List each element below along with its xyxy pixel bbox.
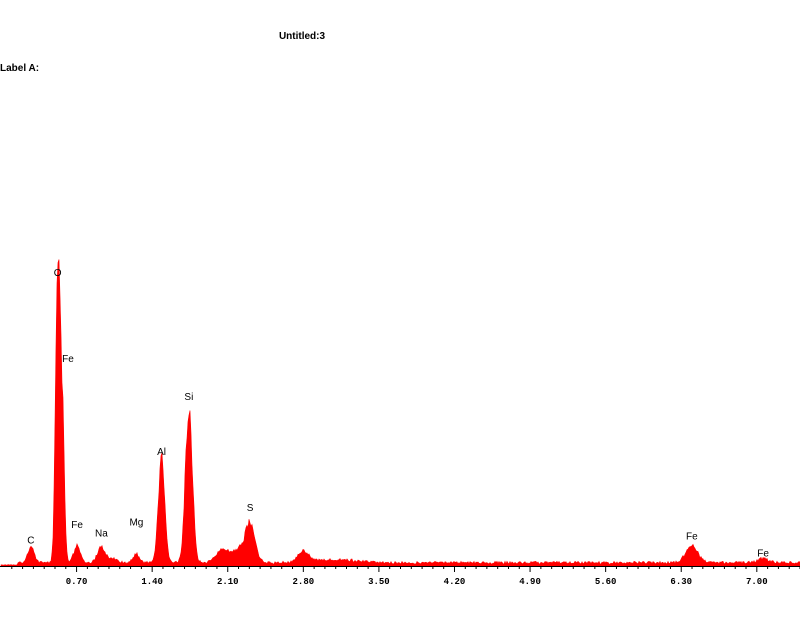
x-tick-label: 2.10 — [217, 577, 239, 587]
spectrum-area — [0, 259, 800, 567]
peak-label: C — [27, 536, 34, 547]
peak-label: Si — [184, 392, 193, 403]
peak-label: Fe — [62, 354, 74, 365]
chart-title: Untitled:3 — [278, 31, 326, 42]
peak-label: Fe — [686, 531, 698, 542]
x-tick-label: 4.90 — [519, 577, 541, 587]
peak-label: Al — [157, 447, 166, 458]
x-tick-label: 3.50 — [368, 577, 390, 587]
x-tick-label: 1.40 — [141, 577, 163, 587]
peak-label: Mg — [129, 517, 143, 528]
x-tick-label: 4.20 — [444, 577, 466, 587]
x-tick-label: 2.80 — [293, 577, 315, 587]
x-tick-label: 6.30 — [670, 577, 692, 587]
peak-label: Fe — [757, 548, 769, 559]
x-tick-label: 5.60 — [595, 577, 617, 587]
peak-label: S — [247, 503, 254, 514]
label-a: Label A: — [0, 63, 40, 74]
x-tick-label: 0.70 — [66, 577, 88, 587]
peak-label: Fe — [71, 520, 83, 531]
peak-label: O — [54, 268, 62, 279]
peak-label: Na — [95, 529, 108, 540]
x-tick-label: 7.00 — [746, 577, 768, 587]
